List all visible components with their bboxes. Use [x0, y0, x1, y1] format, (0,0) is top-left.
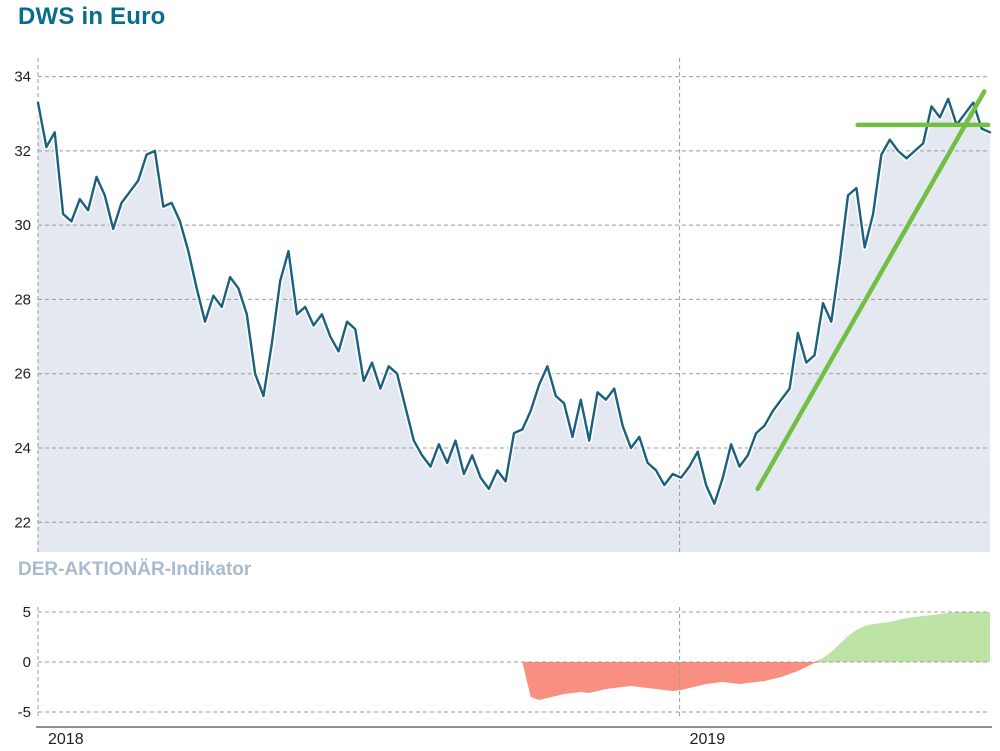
y-axis-tick-label: 22: [14, 514, 31, 531]
indicator-positive-area: [38, 612, 990, 662]
y-axis-tick-label: 0: [23, 654, 31, 671]
y-axis-tick-label: 26: [14, 366, 31, 383]
y-axis-tick-label: 24: [14, 440, 31, 457]
x-axis-year-label: 2018: [48, 731, 84, 748]
y-axis-tick-label: 5: [23, 604, 31, 621]
price-line: [36, 97, 992, 505]
y-axis-tick-label: 28: [14, 291, 31, 308]
indicator-negative-area: [38, 662, 990, 700]
upward-trend-line: [755, 89, 987, 492]
y-axis-tick-label: 34: [14, 69, 31, 86]
x-axis-year-label: 2019: [689, 731, 726, 748]
y-axis-tick-label: -5: [18, 704, 31, 721]
y-axis-tick-label: 32: [14, 143, 31, 160]
price-chart-title: DWS in Euro: [18, 3, 166, 30]
indicator-chart-title: DER-AKTIONÄR-Indikator: [18, 559, 252, 580]
price-area-fill: [38, 98, 990, 553]
y-axis-tick-label: 30: [14, 217, 31, 234]
